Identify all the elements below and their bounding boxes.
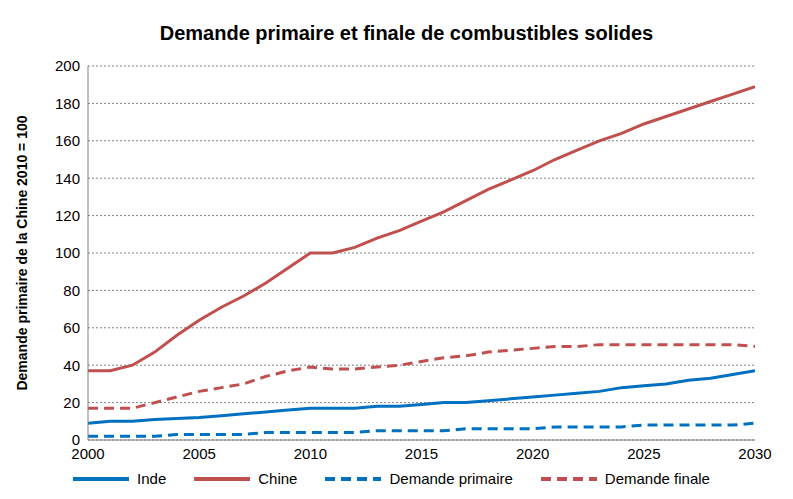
svg-text:2025: 2025 (627, 445, 660, 462)
svg-text:140: 140 (55, 170, 80, 187)
svg-text:2010: 2010 (294, 445, 327, 462)
svg-text:80: 80 (63, 282, 80, 299)
svg-text:160: 160 (55, 132, 80, 149)
html-text:Demande finale: Demande finale (604, 470, 710, 487)
svg-text:2030: 2030 (738, 445, 771, 462)
svg-text:0: 0 (72, 431, 80, 448)
svg-text:Demande primaire de la Chine 2: Demande primaire de la Chine 2010 = 100 (14, 115, 30, 390)
svg-text:100: 100 (55, 244, 80, 261)
html-text:Demande primaire et finale de: Demande primaire et finale de combustibl… (159, 22, 654, 44)
html-text:Inde: Inde (137, 470, 167, 487)
svg-text:2000: 2000 (71, 444, 105, 462)
svg-text:2020: 2020 (516, 445, 549, 462)
svg-text:40: 40 (63, 357, 80, 374)
svg-text:180: 180 (55, 95, 80, 112)
svg-text:200: 200 (55, 57, 80, 74)
svg-text:2005: 2005 (182, 445, 215, 462)
html-text:Chine: Chine (258, 470, 298, 487)
svg-text:20: 20 (63, 394, 80, 411)
svg-text:2015: 2015 (405, 445, 438, 462)
svg-text:120: 120 (55, 207, 80, 224)
html-text:Demande primaire: Demande primaire (389, 470, 513, 487)
svg-text:60: 60 (63, 319, 80, 336)
